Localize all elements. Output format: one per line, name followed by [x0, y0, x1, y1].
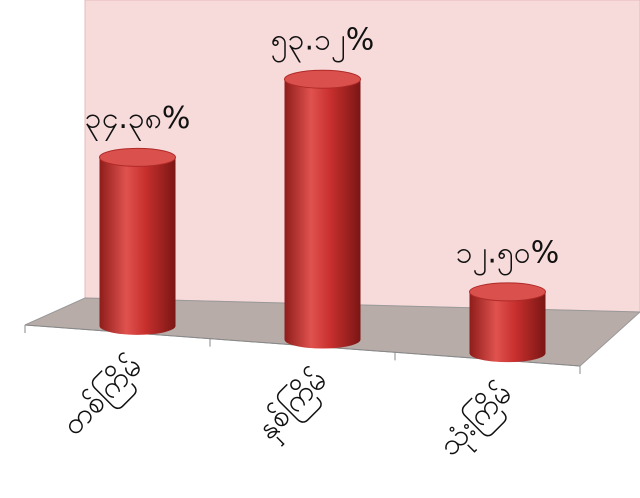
x-tick-label: သုံးကြိမ်	[431, 375, 524, 468]
bar-top	[284, 69, 361, 89]
bar	[284, 70, 361, 349]
x-tick-label: တစ်ကြိမ်	[54, 347, 153, 446]
bar-top	[469, 282, 546, 302]
value-label: ၃၄.၃၈%	[85, 101, 191, 142]
bar	[99, 148, 176, 335]
bar	[469, 282, 546, 363]
value-label: ၅၃.၁၂%	[271, 23, 374, 64]
back-wall	[84, 0, 640, 313]
value-label: ၁၂.၅၀%	[456, 235, 559, 276]
x-tick-label: နှစ်ကြိမ်	[249, 361, 339, 451]
bar-top	[99, 147, 176, 167]
